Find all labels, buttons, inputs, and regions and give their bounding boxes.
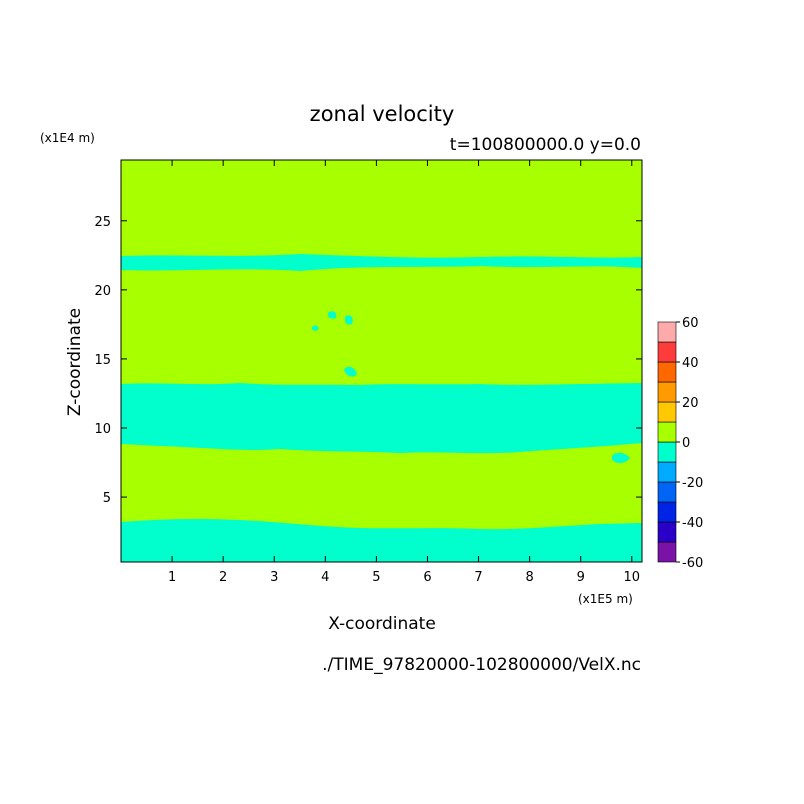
field-blob-4 bbox=[344, 315, 353, 325]
x-tick-label: 4 bbox=[321, 570, 329, 585]
y-tick-label: 10 bbox=[94, 422, 111, 437]
upper-positive-stripe-2 bbox=[121, 203, 642, 226]
y-multiplier: (x1E4 m) bbox=[40, 131, 95, 145]
colorbar-label: 40 bbox=[682, 356, 699, 371]
x-tick-label: 10 bbox=[624, 570, 641, 585]
colorbar-swatch bbox=[657, 541, 677, 563]
colorbar-swatch bbox=[657, 441, 677, 463]
x-tick-label: 6 bbox=[423, 570, 431, 585]
upper-positive-stripe-1 bbox=[121, 182, 642, 200]
x-tick-label: 5 bbox=[372, 570, 380, 585]
colorbar-swatch bbox=[657, 501, 677, 523]
field-background bbox=[121, 160, 642, 562]
x-tick-label: 9 bbox=[577, 570, 585, 585]
plot-frame bbox=[120, 159, 643, 563]
colorbar-swatch bbox=[657, 481, 677, 503]
colorbar-swatch bbox=[657, 421, 677, 443]
colorbar-label: -60 bbox=[682, 556, 703, 571]
lower-negative-band bbox=[121, 518, 642, 562]
y-tick-label: 15 bbox=[94, 353, 111, 368]
source-filename: ./TIME_97820000-102800000/VelX.nc bbox=[322, 655, 641, 675]
x-tick-label: 1 bbox=[168, 570, 176, 585]
y-tick-label: 5 bbox=[103, 491, 111, 506]
colorbar-label: -20 bbox=[682, 476, 703, 491]
colorbar-swatch bbox=[657, 361, 677, 383]
middle-negative-band bbox=[121, 383, 642, 454]
upper-negative-stripe-4 bbox=[121, 254, 642, 271]
colorbar-label: 20 bbox=[682, 396, 699, 411]
colorbar-swatch bbox=[657, 521, 677, 543]
x-axis-label: X-coordinate bbox=[328, 614, 436, 634]
y-tick-label: 25 bbox=[94, 215, 111, 230]
colorbar-swatch bbox=[657, 321, 677, 343]
x-tick-label: 2 bbox=[219, 570, 227, 585]
y-axis-ticks: 5 10 15 20 25 bbox=[94, 215, 642, 506]
x-axis-ticks: 1 2 3 4 5 6 7 8 9 10 bbox=[168, 160, 640, 585]
colorbar-swatch bbox=[657, 381, 677, 403]
field-blob-2 bbox=[344, 366, 357, 377]
colorbar-swatch bbox=[657, 341, 677, 363]
velocity-field bbox=[121, 160, 642, 562]
colorbar: 60 40 20 0 -20 -40 -60 bbox=[657, 316, 703, 571]
field-blob-3 bbox=[327, 311, 337, 319]
chart-subtitle: t=100800000.0 y=0.0 bbox=[450, 135, 641, 155]
x-tick-label: 8 bbox=[525, 570, 533, 585]
y-tick-label: 20 bbox=[94, 284, 111, 299]
colorbar-label: -40 bbox=[682, 516, 703, 531]
chart-title: zonal velocity bbox=[310, 102, 455, 126]
colorbar-swatch bbox=[657, 401, 677, 423]
upper-positive-stripe-3 bbox=[121, 229, 642, 247]
field-blob-1 bbox=[611, 452, 630, 463]
field-blob-5 bbox=[311, 325, 319, 331]
x-multiplier: (x1E5 m) bbox=[578, 592, 633, 606]
colorbar-swatch bbox=[657, 461, 677, 483]
y-axis-label: Z-coordinate bbox=[65, 308, 85, 416]
x-tick-label: 7 bbox=[474, 570, 482, 585]
colorbar-label: 0 bbox=[682, 436, 690, 451]
colorbar-label: 60 bbox=[682, 316, 699, 331]
x-tick-label: 3 bbox=[270, 570, 278, 585]
